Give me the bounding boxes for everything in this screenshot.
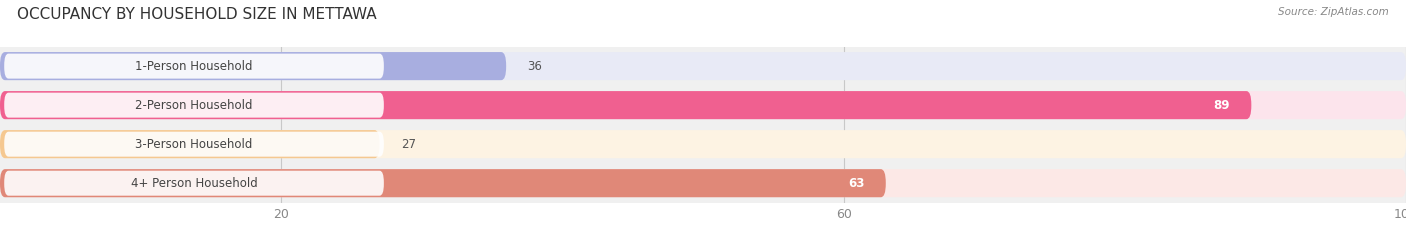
- Text: 4+ Person Household: 4+ Person Household: [131, 177, 257, 190]
- Text: 89: 89: [1213, 99, 1230, 112]
- Text: 36: 36: [527, 60, 543, 73]
- Text: 1-Person Household: 1-Person Household: [135, 60, 253, 73]
- FancyBboxPatch shape: [0, 169, 886, 197]
- Text: 3-Person Household: 3-Person Household: [135, 138, 253, 151]
- Text: 2-Person Household: 2-Person Household: [135, 99, 253, 112]
- Text: Source: ZipAtlas.com: Source: ZipAtlas.com: [1278, 7, 1389, 17]
- Text: OCCUPANCY BY HOUSEHOLD SIZE IN METTAWA: OCCUPANCY BY HOUSEHOLD SIZE IN METTAWA: [17, 7, 377, 22]
- FancyBboxPatch shape: [0, 52, 506, 80]
- FancyBboxPatch shape: [0, 130, 380, 158]
- Text: 27: 27: [401, 138, 416, 151]
- FancyBboxPatch shape: [4, 54, 384, 79]
- FancyBboxPatch shape: [0, 52, 1406, 80]
- Text: 63: 63: [848, 177, 865, 190]
- FancyBboxPatch shape: [0, 91, 1406, 119]
- FancyBboxPatch shape: [4, 93, 384, 118]
- FancyBboxPatch shape: [4, 171, 384, 196]
- FancyBboxPatch shape: [0, 169, 1406, 197]
- FancyBboxPatch shape: [0, 91, 1251, 119]
- FancyBboxPatch shape: [4, 132, 384, 157]
- FancyBboxPatch shape: [0, 130, 1406, 158]
